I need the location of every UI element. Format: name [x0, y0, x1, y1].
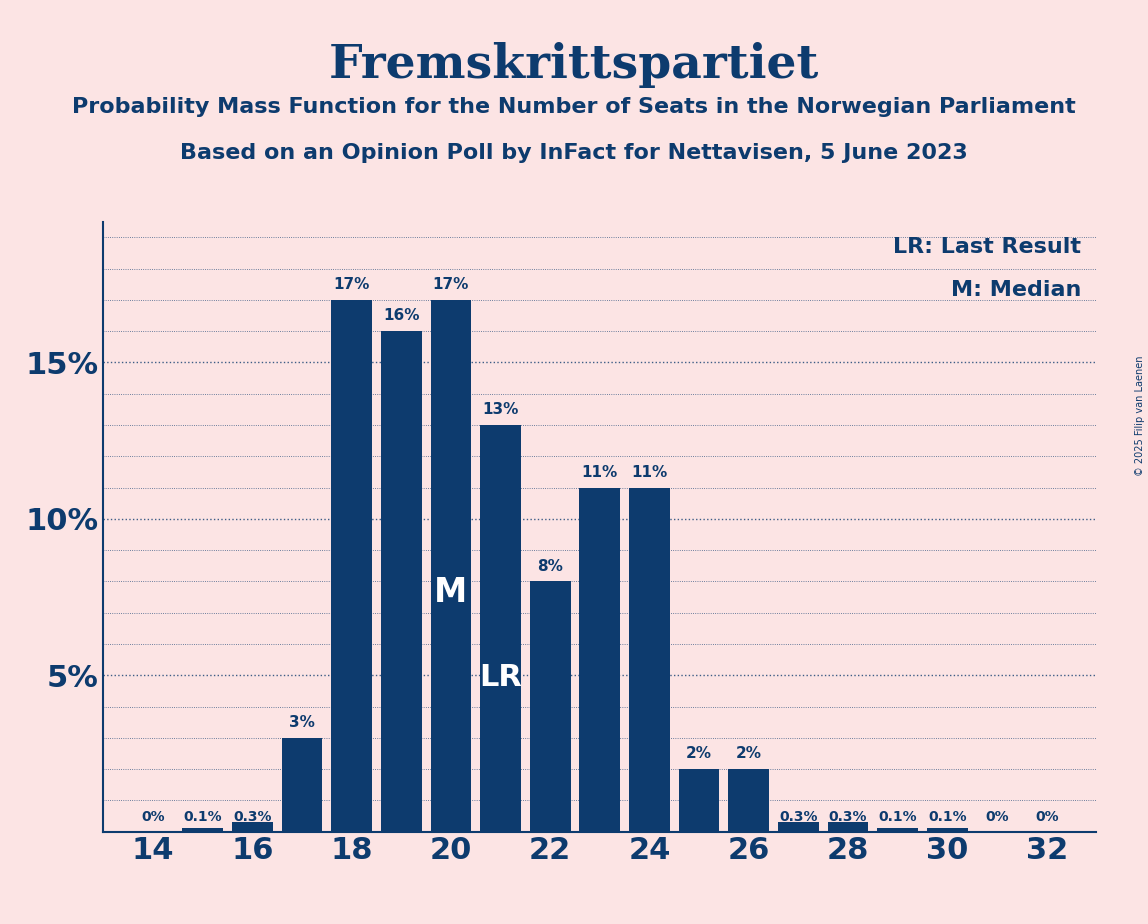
- Text: 0.1%: 0.1%: [184, 809, 222, 824]
- Text: 0.1%: 0.1%: [878, 809, 917, 824]
- Text: M: Median: M: Median: [951, 280, 1081, 299]
- Bar: [928, 829, 968, 832]
- Bar: [381, 331, 421, 832]
- Bar: [629, 488, 669, 832]
- Text: M: M: [434, 576, 467, 609]
- Bar: [729, 769, 769, 832]
- Text: 2%: 2%: [736, 747, 762, 761]
- Bar: [678, 769, 720, 832]
- Text: 0.3%: 0.3%: [233, 809, 272, 824]
- Text: Probability Mass Function for the Number of Seats in the Norwegian Parliament: Probability Mass Function for the Number…: [72, 97, 1076, 117]
- Text: LR: LR: [479, 663, 522, 691]
- Bar: [580, 488, 620, 832]
- Text: 0.1%: 0.1%: [928, 809, 967, 824]
- Text: 0%: 0%: [141, 809, 165, 824]
- Bar: [332, 300, 372, 832]
- Text: © 2025 Filip van Laenen: © 2025 Filip van Laenen: [1135, 356, 1145, 476]
- Bar: [778, 822, 819, 832]
- Bar: [281, 737, 323, 832]
- Text: 16%: 16%: [383, 309, 419, 323]
- Text: 3%: 3%: [289, 715, 315, 730]
- Text: Fremskrittspartiet: Fremskrittspartiet: [328, 42, 820, 88]
- Text: 13%: 13%: [482, 402, 519, 418]
- Bar: [430, 300, 471, 832]
- Text: 11%: 11%: [631, 465, 668, 480]
- Text: 0.3%: 0.3%: [779, 809, 817, 824]
- Text: Based on an Opinion Poll by InFact for Nettavisen, 5 June 2023: Based on an Opinion Poll by InFact for N…: [180, 143, 968, 164]
- Bar: [183, 829, 223, 832]
- Text: 0%: 0%: [985, 809, 1009, 824]
- Text: 0%: 0%: [1034, 809, 1058, 824]
- Bar: [877, 829, 918, 832]
- Text: 0.3%: 0.3%: [829, 809, 868, 824]
- Text: 8%: 8%: [537, 559, 564, 574]
- Text: 11%: 11%: [582, 465, 618, 480]
- Text: 2%: 2%: [687, 747, 712, 761]
- Text: 17%: 17%: [333, 277, 370, 292]
- Bar: [232, 822, 272, 832]
- Bar: [828, 822, 868, 832]
- Text: 17%: 17%: [433, 277, 470, 292]
- Text: LR: Last Result: LR: Last Result: [893, 237, 1081, 257]
- Bar: [480, 425, 521, 832]
- Bar: [530, 581, 571, 832]
